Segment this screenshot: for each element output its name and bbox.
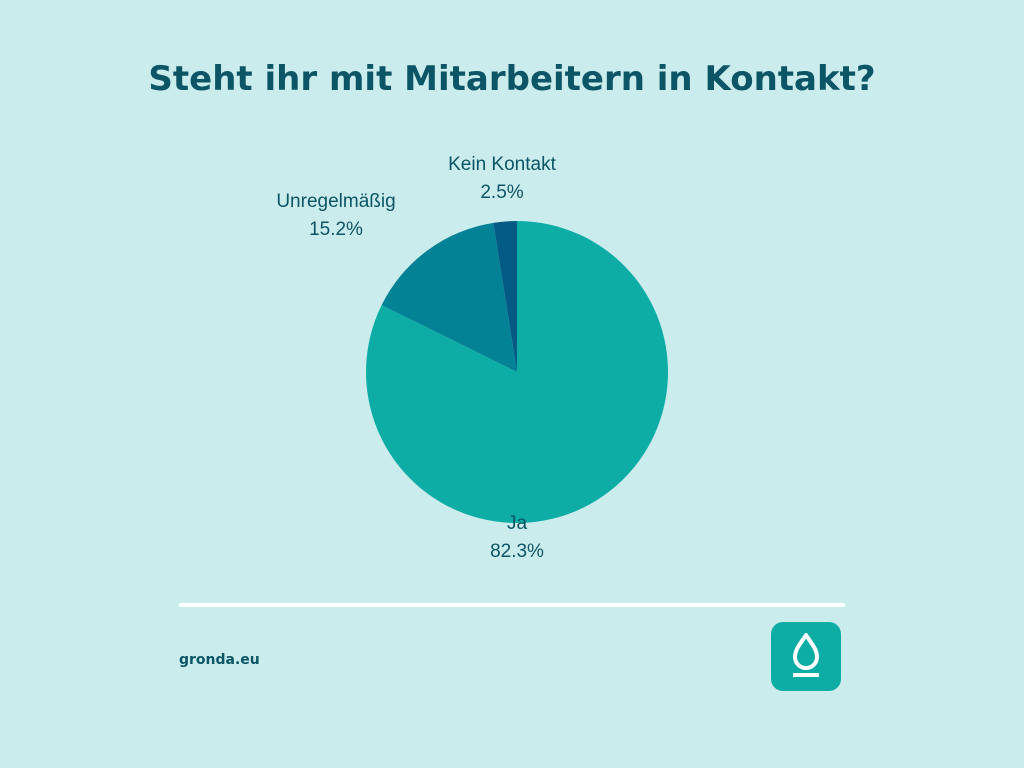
drop-icon (793, 633, 819, 677)
pie-slice-unregelm-ig (381, 222, 517, 372)
slice-value: 15.2% (309, 219, 363, 240)
site-link[interactable]: gronda.eu (179, 652, 260, 668)
slice-value: 2.5% (480, 182, 524, 203)
pie-slice-kein-kontakt (493, 221, 517, 372)
pie-slice-ja (366, 221, 668, 524)
slice-label-unregelmaessig: Unregelmäßig 15.2% (236, 188, 436, 244)
slice-label-kein-kontakt: Kein Kontakt 2.5% (402, 151, 602, 207)
slice-name: Unregelmäßig (276, 191, 396, 212)
chart-title: Steht ihr mit Mitarbeitern in Kontakt? (148, 59, 876, 99)
slice-name: Kein Kontakt (448, 154, 556, 175)
slice-label-ja: Ja 82.3% (417, 510, 617, 566)
gronda-logo (771, 622, 841, 691)
slice-value: 82.3% (490, 541, 544, 562)
slice-name: Ja (506, 513, 528, 534)
footer-divider (179, 603, 845, 607)
